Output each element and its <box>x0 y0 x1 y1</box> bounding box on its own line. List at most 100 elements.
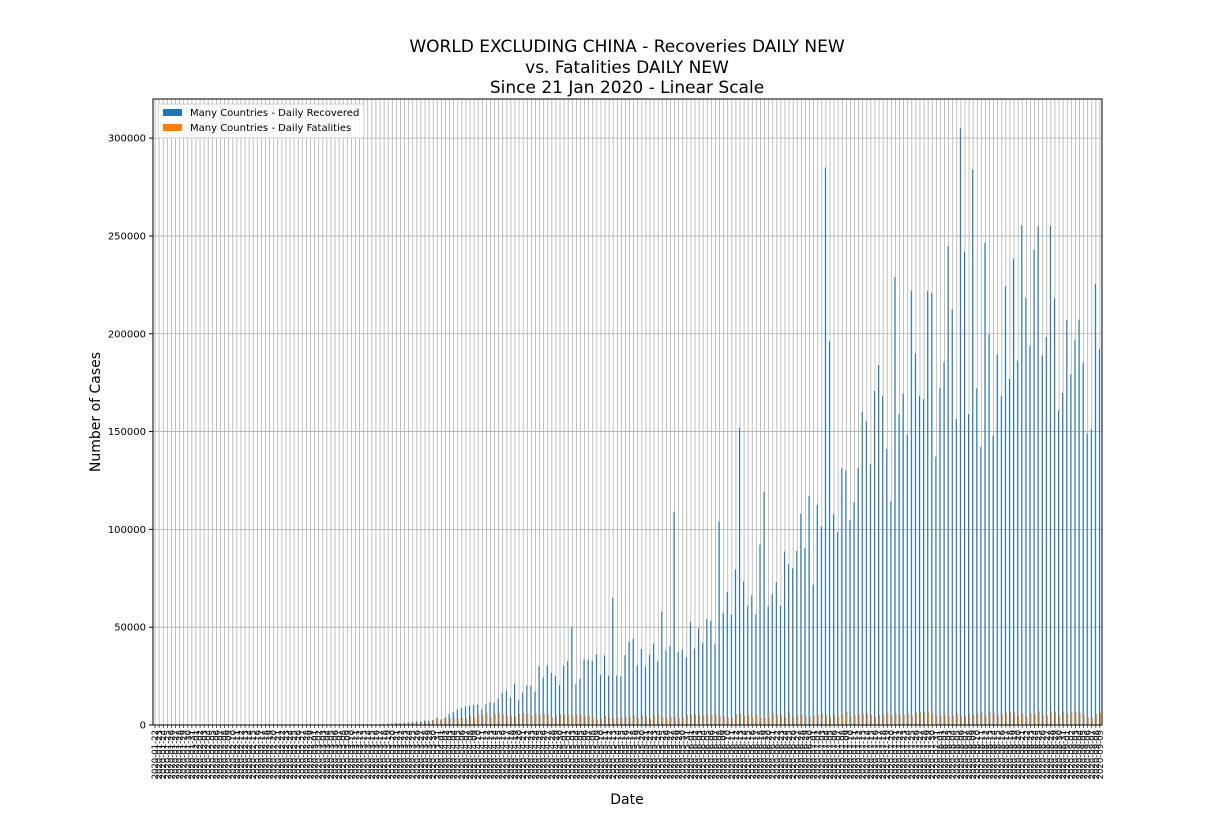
bar-fatalities <box>895 713 897 725</box>
bar-recovered <box>1098 349 1100 725</box>
bar-recovered <box>464 706 466 725</box>
bar-fatalities <box>515 716 517 725</box>
bar-fatalities <box>727 717 729 725</box>
chart-title-line-3: Since 21 Jan 2020 - Linear Scale <box>490 78 764 98</box>
x-tick-label: 2020-08-26 <box>1039 730 1049 779</box>
x-tick-label: 2020-03-31 <box>433 730 443 779</box>
bar-fatalities <box>723 716 725 725</box>
x-tick-label: 2020-06-10 <box>724 730 734 779</box>
bar-recovered <box>583 659 585 725</box>
bar-fatalities <box>748 714 750 725</box>
bar-recovered <box>1004 286 1006 725</box>
bar-fatalities <box>682 717 684 725</box>
x-tick-label: 2020-05-11 <box>601 730 611 779</box>
bar-recovered <box>1053 298 1055 725</box>
x-tick-label: 2020-06-03 <box>695 730 705 779</box>
bar-recovered <box>407 722 409 725</box>
bar-recovered <box>792 568 794 725</box>
x-tick-label: 2020-08-18 <box>1006 730 1016 779</box>
x-tick-label: 2020-01-26 <box>167 730 177 779</box>
bar-fatalities <box>858 714 860 725</box>
bar-recovered <box>718 521 720 725</box>
x-tick-label: 2020-07-18 <box>879 730 889 779</box>
x-tick-label: 2020-02-29 <box>306 730 316 779</box>
bar-recovered <box>882 395 884 725</box>
bar-fatalities <box>928 711 930 725</box>
bar-recovered <box>804 548 806 725</box>
x-tick-label: 2020-06-27 <box>793 730 803 779</box>
x-axis-ticks: 2020-01-222020-01-232020-01-242020-01-25… <box>151 725 1106 779</box>
x-tick-label: 2020-04-03 <box>446 730 456 779</box>
bar-recovered <box>477 704 479 725</box>
plot-area: 0 50000 100000 150000 200000 250000 300000 202… <box>108 98 1106 779</box>
bar-fatalities <box>891 715 893 725</box>
x-tick-label: 2020-03-13 <box>360 730 370 779</box>
bar-fatalities <box>760 717 762 725</box>
bar-fatalities <box>1026 716 1028 725</box>
y-tick-label: 100000 <box>108 525 146 536</box>
x-tick-label: 2020-02-09 <box>225 730 235 779</box>
x-tick-label: 2020-02-25 <box>290 730 300 779</box>
x-tick-label: 2020-08-02 <box>941 730 951 779</box>
bar-recovered <box>878 365 880 725</box>
bar-recovered <box>898 414 900 725</box>
bar-recovered <box>448 713 450 725</box>
x-tick-label: 2020-09-01 <box>1063 730 1073 779</box>
x-tick-label: 2020-02-06 <box>212 730 222 779</box>
x-tick-label: 2020-08-12 <box>981 730 991 779</box>
bar-fatalities <box>453 717 455 725</box>
bar-recovered <box>955 419 957 725</box>
x-tick-label: 2020-05-13 <box>609 730 619 779</box>
bar-recovered <box>628 641 630 725</box>
x-tick-label: 2020-02-10 <box>229 730 239 779</box>
bar-recovered <box>387 723 389 725</box>
bar-recovered <box>546 665 548 725</box>
x-tick-label: 2020-03-08 <box>339 730 349 779</box>
x-tick-label: 2020-04-29 <box>552 730 562 779</box>
x-tick-label: 2020-05-15 <box>617 730 627 779</box>
x-tick-label: 2020-02-07 <box>216 730 226 779</box>
bar-recovered <box>571 627 573 725</box>
bar-fatalities <box>846 711 848 725</box>
x-tick-label: 2020-02-04 <box>204 730 214 779</box>
bar-fatalities <box>1063 711 1065 725</box>
x-tick-label: 2020-05-04 <box>572 730 582 779</box>
x-tick-label: 2020-07-14 <box>863 730 873 779</box>
bar-fatalities <box>956 713 958 725</box>
grid-lines <box>153 99 1102 726</box>
bar-recovered <box>522 692 524 725</box>
x-tick-label: 2020-03-02 <box>315 730 325 779</box>
y-axis-label: Number of Cases <box>88 352 104 472</box>
x-tick-label: 2020-03-03 <box>319 730 329 779</box>
x-tick-label: 2020-05-08 <box>589 730 599 779</box>
bar-recovered <box>681 649 683 725</box>
bar-recovered <box>730 614 732 725</box>
bar-fatalities <box>654 716 656 725</box>
x-tick-label: 2020-08-25 <box>1035 730 1045 779</box>
x-tick-label: 2020-04-28 <box>548 730 558 779</box>
x-tick-label: 2020-07-25 <box>908 730 918 779</box>
x-tick-label: 2020-05-28 <box>671 730 681 779</box>
bar-fatalities <box>690 714 692 725</box>
bar-fatalities <box>465 718 467 725</box>
bar-fatalities <box>449 717 451 725</box>
x-tick-label: 2020-04-26 <box>540 730 550 779</box>
bar-fatalities <box>948 715 950 725</box>
bar-recovered <box>1041 355 1043 725</box>
x-tick-label: 2020-04-02 <box>441 730 451 779</box>
bar-recovered <box>1008 378 1010 725</box>
bar-recovered <box>693 648 695 725</box>
bar-recovered <box>575 684 577 725</box>
x-tick-label: 2020-08-08 <box>965 730 975 779</box>
bar-fatalities <box>420 722 422 725</box>
bar-fatalities <box>531 715 533 725</box>
bar-recovered <box>1025 297 1027 725</box>
x-tick-label: 2020-05-20 <box>638 730 648 779</box>
bar-fatalities <box>609 716 611 725</box>
bar-recovered <box>526 685 528 725</box>
bar-fatalities <box>1046 715 1048 725</box>
bar-recovered <box>657 661 659 725</box>
bar-fatalities <box>772 713 774 725</box>
x-tick-label: 2020-03-12 <box>356 730 366 779</box>
bar-recovered <box>534 691 536 725</box>
